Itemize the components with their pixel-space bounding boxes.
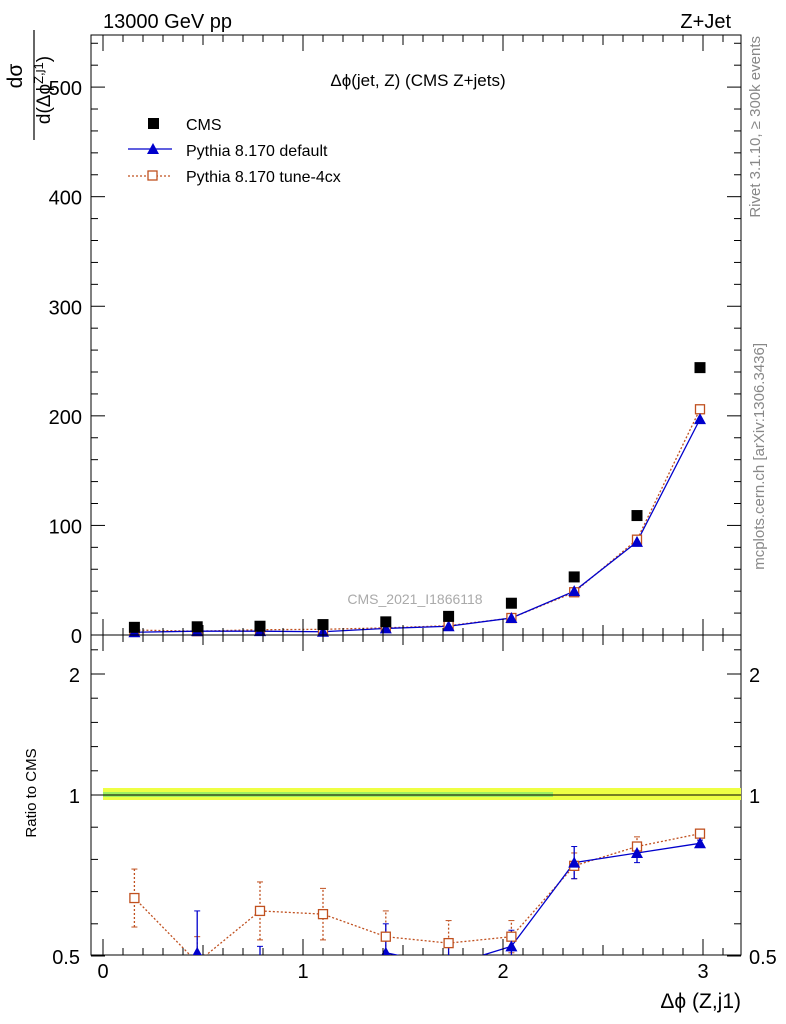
svg-text:d(ΔϕZ,j1): d(ΔϕZ,j1) bbox=[31, 56, 55, 124]
legend-cms-marker bbox=[148, 118, 159, 129]
main-y-axis: 0 100 200 300 400 500 bbox=[49, 42, 741, 648]
ratio-default-point bbox=[505, 940, 518, 952]
ratio-tune-point bbox=[129, 892, 140, 904]
main-y-label: dσ d(ΔϕZ,j1) bbox=[4, 30, 55, 140]
cms-point bbox=[191, 621, 203, 633]
ratio-y-axis: 0.5 0.5 1 1 2 2 bbox=[52, 649, 777, 969]
legend-cms-label: CMS bbox=[186, 117, 222, 134]
main-y-tick-label: 200 bbox=[49, 407, 82, 429]
default-line bbox=[134, 418, 701, 633]
ratio-tune-point bbox=[443, 937, 454, 949]
ratio-tune-point bbox=[694, 828, 706, 839]
x-tick-label: 3 bbox=[697, 961, 708, 983]
header-process: Z+Jet bbox=[680, 11, 731, 33]
ratio-y-tick-label-right: 0.5 bbox=[749, 947, 777, 969]
x-tick-label: 0 bbox=[97, 961, 108, 983]
ratio-y-tick-label: 0.5 bbox=[52, 947, 80, 969]
legend-tune-marker bbox=[147, 170, 158, 181]
mcplots-reference-text: mcplots.cern.ch [arXiv:1306.3436] bbox=[751, 343, 768, 570]
x-axis: 0 1 2 3 bbox=[97, 35, 724, 983]
main-y-tick-label: 0 bbox=[71, 626, 82, 648]
ratio-y-label: Ratio to CMS bbox=[23, 748, 40, 837]
ratio-default-point bbox=[128, 998, 140, 1009]
default-point bbox=[694, 413, 706, 425]
default-point bbox=[631, 535, 643, 547]
x-tick-label: 1 bbox=[297, 961, 308, 983]
cms-point bbox=[128, 621, 140, 633]
x-axis-label: Δϕ (Z,j1) bbox=[660, 990, 741, 1013]
ratio-tune-line bbox=[133, 833, 701, 955]
ratio-tune-point bbox=[254, 905, 266, 917]
default-point bbox=[442, 620, 455, 632]
cms-point bbox=[568, 571, 580, 583]
header-energy: 13000 GeV pp bbox=[103, 11, 232, 33]
ratio-default-point bbox=[443, 960, 455, 971]
ratio-default-point bbox=[694, 837, 706, 849]
ratio-y-tick-label-right: 1 bbox=[749, 786, 760, 808]
default-point bbox=[505, 612, 518, 624]
ratio-plot-data bbox=[128, 828, 706, 1009]
ratio-y-tick-label: 2 bbox=[69, 665, 80, 687]
main-y-tick-label: 100 bbox=[49, 516, 82, 538]
ratio-series-group bbox=[128, 828, 706, 1009]
ratio-tune-point bbox=[380, 931, 391, 942]
legend-default-marker bbox=[147, 143, 159, 154]
main-y-tick-label: 400 bbox=[49, 188, 82, 210]
ratio-tune-point bbox=[506, 931, 517, 942]
cms-point bbox=[505, 597, 517, 609]
legend-tune-label: Pythia 8.170 tune-4cx bbox=[186, 169, 341, 186]
cms-point bbox=[443, 610, 455, 622]
default-point bbox=[568, 585, 581, 597]
rivet-version-text: Rivet 3.1.10, ≥ 300k events bbox=[747, 36, 764, 218]
ratio-default-point bbox=[254, 982, 266, 993]
ratio-default-point bbox=[631, 846, 643, 858]
legend-default-label: Pythia 8.170 default bbox=[186, 143, 328, 160]
y-label-numerator: dσ bbox=[4, 64, 27, 89]
plot-title: Δϕ(jet, Z) (CMS Z+jets) bbox=[330, 71, 505, 90]
ratio-default-point bbox=[568, 856, 581, 868]
ratio-default-point bbox=[192, 946, 202, 955]
cms-point bbox=[631, 510, 643, 522]
analysis-watermark: CMS_2021_I1866118 bbox=[347, 591, 482, 607]
ratio-tune-point bbox=[193, 958, 202, 967]
ratio-y-tick-label: 1 bbox=[69, 786, 80, 808]
ratio-tune-point bbox=[317, 908, 329, 920]
legend: CMS Pythia 8.170 default Pythia 8.170 tu… bbox=[128, 117, 341, 186]
ratio-default-point bbox=[381, 946, 391, 955]
x-tick-label: 2 bbox=[497, 961, 508, 983]
y-label-close: ) bbox=[34, 56, 55, 62]
cms-point bbox=[254, 620, 266, 632]
main-y-tick-label: 500 bbox=[49, 78, 82, 100]
cms-point bbox=[317, 619, 329, 631]
ratio-uncertainty-band bbox=[103, 788, 741, 800]
cms-point bbox=[380, 616, 392, 628]
ratio-default-line bbox=[193, 842, 701, 955]
main-y-tick-label: 300 bbox=[49, 297, 82, 319]
y-label-superscript: Z,j1 bbox=[31, 62, 46, 84]
cms-point bbox=[694, 362, 706, 374]
y-label-denominator: d(Δϕ bbox=[34, 84, 55, 124]
tune-point bbox=[694, 404, 706, 415]
ratio-y-tick-label-right: 2 bbox=[749, 665, 760, 687]
